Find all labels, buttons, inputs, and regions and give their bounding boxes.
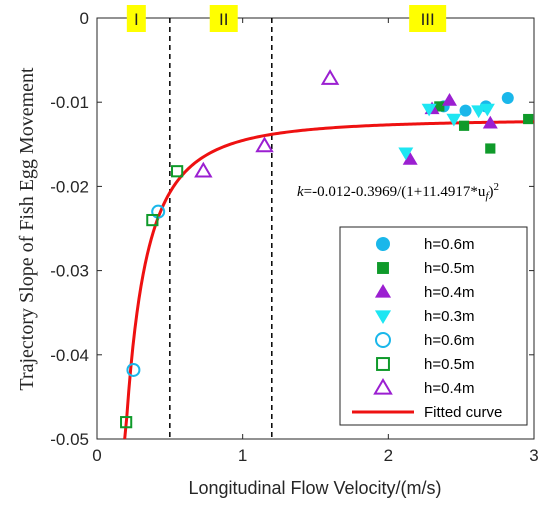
data-point-series-0 xyxy=(501,91,514,104)
data-point-series-3 xyxy=(479,103,495,117)
x-tick-label: 2 xyxy=(384,446,393,465)
equation-sub: f xyxy=(485,190,490,202)
y-tick-label: -0.05 xyxy=(50,430,89,449)
region-labels: I II III xyxy=(126,5,447,32)
y-tick-label: -0.04 xyxy=(50,346,89,365)
data-point-series-4 xyxy=(126,362,141,377)
legend-marker xyxy=(374,283,392,298)
data-point-series-1 xyxy=(458,120,470,131)
data-point-series-1 xyxy=(485,143,496,154)
equation-tail: ) xyxy=(489,184,494,200)
region-label: I xyxy=(134,10,139,29)
data-point-series-5 xyxy=(146,213,159,227)
data-point-series-6 xyxy=(255,136,274,153)
data-point-series-3 xyxy=(398,147,414,161)
legend-entry-label: Fitted curve xyxy=(424,404,502,421)
legend-entry-label: h=0.6m xyxy=(424,332,474,349)
data-point-series-1 xyxy=(523,113,534,125)
plot-frame xyxy=(96,17,535,440)
data-point-series-3 xyxy=(421,103,437,117)
data-point-series-6 xyxy=(194,161,213,178)
legend-entry-label: h=0.4m xyxy=(424,380,474,397)
legend-marker xyxy=(376,237,390,251)
data-point-series-2 xyxy=(442,93,457,106)
equation-annotation: k=-0.012-0.3969/(1+11.4917*uf)2 xyxy=(297,181,499,202)
legend-marker xyxy=(375,332,391,348)
data-points xyxy=(120,69,534,429)
legend-entry-label: h=0.6m xyxy=(424,236,474,253)
y-tick-label: -0.02 xyxy=(50,177,89,196)
data-point-series-6 xyxy=(320,69,340,85)
legend-marker xyxy=(377,262,389,274)
y-tick-label: 0 xyxy=(80,9,89,28)
legend-marker xyxy=(374,310,392,325)
data-point-series-3 xyxy=(446,113,462,127)
data-point-series-2 xyxy=(482,115,498,129)
data-point-series-3 xyxy=(471,105,487,119)
data-point-series-5 xyxy=(120,416,133,429)
axis-ticks: 0 1 2 3 0 -0.01 -0.02 -0.03 -0.04 -0.05 xyxy=(50,9,538,465)
region-label: II xyxy=(219,10,228,29)
region-label: III xyxy=(421,10,435,29)
legend-entry-label: h=0.5m xyxy=(424,356,474,373)
legend-marker xyxy=(373,377,393,395)
equation-main: =-0.012-0.3969/(1+11.4917*u xyxy=(304,184,486,200)
legend-entry-label: h=0.4m xyxy=(424,284,474,301)
x-axis-label: Longitudinal Flow Velocity/(m/s) xyxy=(188,478,441,498)
data-point-series-0 xyxy=(459,104,472,117)
equation-sup: 2 xyxy=(494,181,500,193)
x-tick-label: 1 xyxy=(238,446,247,465)
legend-marker xyxy=(376,357,390,371)
y-axis-label: Trajectory Slope of Fish Egg Movement xyxy=(16,67,38,391)
region-badge xyxy=(409,5,447,32)
region-badge xyxy=(209,5,238,32)
data-point-series-5 xyxy=(171,165,184,178)
data-point-series-2 xyxy=(402,151,418,165)
x-tick-label: 3 xyxy=(529,446,538,465)
legend: h=0.6m h=0.5m h=0.4m h=0.3m h=0.6m h=0.5m h=0.… xyxy=(339,226,528,426)
y-tick-label: -0.01 xyxy=(50,93,89,112)
x-tick-label: 0 xyxy=(92,446,101,465)
region-dividers xyxy=(169,18,273,439)
legend-entry-label: h=0.5m xyxy=(424,260,474,277)
y-tick-label: -0.03 xyxy=(50,262,89,281)
legend-box xyxy=(339,226,528,426)
legend-entry-label: h=0.3m xyxy=(424,308,474,325)
data-point-series-1 xyxy=(434,101,445,112)
region-badge xyxy=(126,5,146,32)
